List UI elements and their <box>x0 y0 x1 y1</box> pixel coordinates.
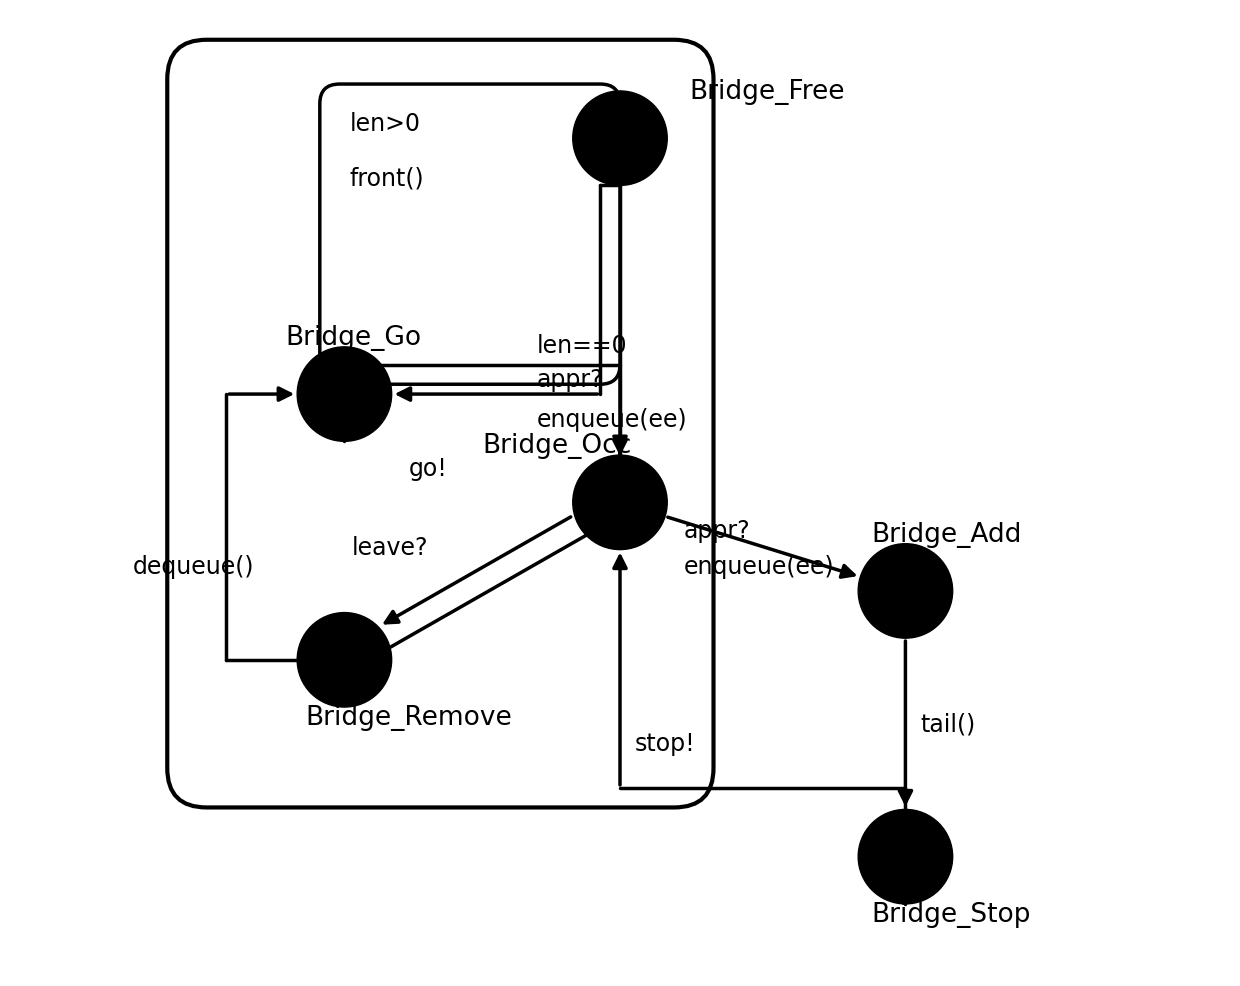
Text: go!: go! <box>408 457 448 480</box>
Circle shape <box>298 613 392 707</box>
Text: len>0: len>0 <box>350 112 420 136</box>
Text: Bridge_Stop: Bridge_Stop <box>870 901 1030 927</box>
Text: Bridge_Free: Bridge_Free <box>689 79 844 105</box>
Circle shape <box>573 456 667 550</box>
Text: enqueue(ee): enqueue(ee) <box>684 555 835 579</box>
Circle shape <box>858 810 952 904</box>
Text: stop!: stop! <box>635 732 696 755</box>
Text: Bridge_Go: Bridge_Go <box>285 324 422 350</box>
Text: tail(): tail() <box>920 712 976 736</box>
Circle shape <box>298 347 392 442</box>
Text: front(): front() <box>350 167 424 190</box>
Text: len==0: len==0 <box>537 333 627 358</box>
Text: enqueue(ee): enqueue(ee) <box>537 407 687 431</box>
Text: appr?: appr? <box>684 519 750 542</box>
Text: Bridge_Remove: Bridge_Remove <box>305 704 512 731</box>
Circle shape <box>573 92 667 186</box>
Circle shape <box>858 544 952 639</box>
Text: dequeue(): dequeue() <box>133 555 254 579</box>
Text: leave?: leave? <box>352 535 428 559</box>
Text: appr?: appr? <box>537 368 603 391</box>
Text: Bridge_Add: Bridge_Add <box>870 522 1022 547</box>
Text: Bridge_Occ: Bridge_Occ <box>482 433 631 458</box>
